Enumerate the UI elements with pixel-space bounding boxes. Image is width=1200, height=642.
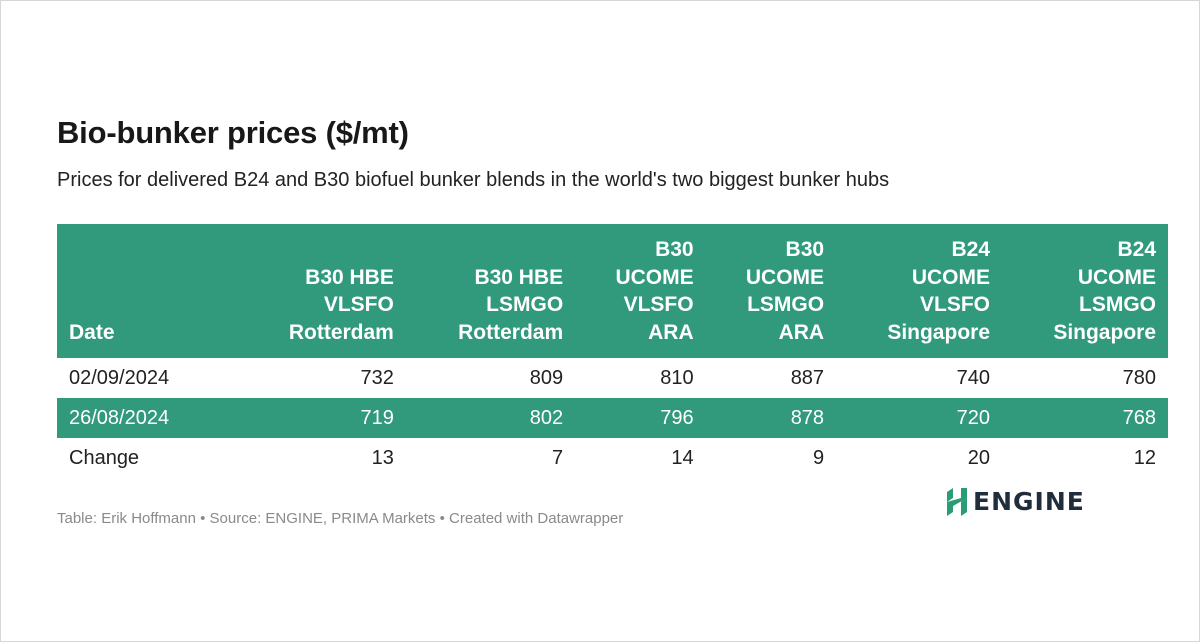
column-header-line: Singapore [887, 320, 990, 344]
row-label-cell: 26/08/2024 [57, 398, 237, 438]
column-header-3: B30 UCOME VLSFO ARA [575, 224, 706, 358]
column-header-line: UCOME [745, 265, 825, 289]
value-cell: 14 [671, 446, 694, 469]
column-header-6: B24 UCOME LSMGO Singapore [1002, 224, 1168, 358]
column-header-line: UCOME [615, 265, 694, 289]
column-header-line: B30 HBE [305, 265, 394, 289]
column-header-line: B30 HBE [474, 265, 564, 289]
value-cell: 878 [705, 398, 837, 438]
column-header-line: LSMGO [486, 293, 564, 316]
column-header-line: UCOME [911, 265, 990, 289]
column-header-line: Singapore [1053, 320, 1156, 344]
table-row: Change 13 7 14 9 20 12 [57, 438, 1168, 478]
table-body: 02/09/2024 732 809 810 887 740 780 26/08/2024 71… [57, 358, 1168, 478]
value-cell: 719 [236, 398, 406, 438]
row-label-cell: 02/09/2024 [69, 366, 170, 389]
column-header-line: LSMGO [1079, 293, 1156, 316]
column-header-line: ARA [778, 320, 825, 344]
column-header-line: VLSFO [919, 293, 990, 316]
column-header-line: Rotterdam [288, 320, 394, 344]
table-header-row: Date B30 HBE VLSFO Rotterdam B30 HBE LSMGO Rot… [57, 224, 1168, 358]
column-header-date: Date [57, 224, 237, 358]
value-cell: 887 [790, 366, 825, 389]
chart-title: Bio-bunker prices ($/mt) [57, 115, 409, 150]
value-cell: 802 [405, 398, 576, 438]
column-header-1: B30 HBE VLSFO Rotterdam [236, 224, 406, 358]
column-header-line: VLSFO [623, 293, 694, 316]
chart-subtitle: Prices for delivered B24 and B30 biofuel… [57, 169, 890, 191]
column-header-line: LSMGO [747, 293, 825, 316]
column-header-line: B30 [655, 238, 694, 261]
column-header-line: B30 [785, 238, 825, 261]
column-header-line: B24 [1117, 238, 1156, 261]
engine-logo-text: ENGINE [973, 487, 1085, 516]
value-cell: 809 [529, 366, 564, 389]
value-cell: 720 [836, 398, 1002, 438]
column-header-line: VLSFO [323, 293, 394, 316]
column-header-line: Rotterdam [458, 320, 564, 344]
value-cell: 12 [1133, 446, 1156, 469]
value-cell: 7 [552, 446, 564, 469]
value-cell: 20 [967, 446, 990, 469]
column-header-4: B30 UCOME LSMGO ARA [705, 224, 837, 358]
value-cell: 780 [1122, 366, 1156, 389]
column-header-line: Date [69, 320, 115, 344]
value-cell: 768 [1002, 398, 1168, 438]
value-cell: 740 [956, 366, 990, 389]
source-footer: Table: Erik Hoffmann • Source: ENGINE, P… [57, 510, 624, 527]
engine-logo-icon [947, 487, 967, 516]
value-cell: 796 [575, 398, 706, 438]
column-header-2: B30 HBE LSMGO Rotterdam [405, 224, 576, 358]
column-header-line: UCOME [1077, 265, 1156, 289]
column-header-line: B24 [951, 238, 990, 261]
engine-logo: ENGINE [947, 487, 1085, 516]
table-row: 02/09/2024 732 809 810 887 740 780 [57, 358, 1168, 398]
row-label-cell: Change [69, 446, 140, 469]
price-table: Date B30 HBE VLSFO Rotterdam B30 HBE LSMGO Rot… [57, 224, 1168, 478]
value-cell: 810 [660, 366, 694, 389]
value-cell: 732 [360, 366, 394, 389]
value-cell: 9 [812, 446, 825, 469]
column-header-line: ARA [648, 320, 694, 344]
column-header-5: B24 UCOME VLSFO Singapore [836, 224, 1002, 358]
value-cell: 13 [371, 446, 394, 469]
table-row: 26/08/2024 719 802 796 878 720 768 [57, 398, 1168, 438]
